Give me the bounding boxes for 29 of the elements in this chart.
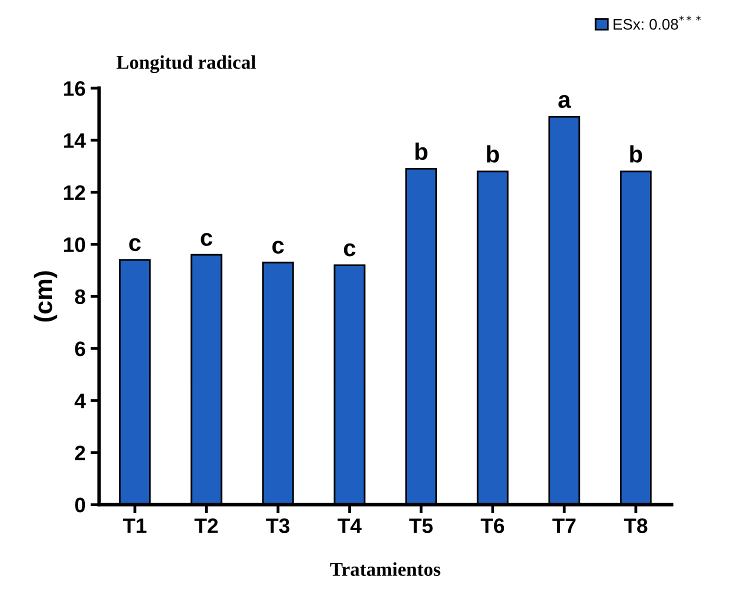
x-tick-label: T6 — [480, 518, 504, 534]
x-tick-label: T5 — [409, 518, 433, 534]
chart-title: Longitud radical — [116, 55, 256, 74]
x-tick-label: T1 — [122, 518, 146, 533]
annotation: b — [415, 142, 428, 160]
annotation: c — [272, 240, 284, 254]
y-tick-label: 0 — [75, 498, 86, 512]
y-tick-label: 10 — [64, 237, 86, 252]
y-tick-label: 12 — [64, 185, 86, 200]
annotation: b — [630, 145, 642, 163]
y-tick-label: 4 — [74, 394, 86, 408]
y-tick-label: 16 — [64, 81, 86, 96]
y-tick-label: 6 — [75, 341, 86, 356]
legend-label: ESx: 0.08$^{***}$ — [614, 16, 701, 30]
x-tick-label: T2 — [194, 518, 218, 533]
y-tick-label: 8 — [74, 289, 86, 304]
x-tick-label: T7 — [552, 518, 576, 533]
annotation: a — [558, 95, 571, 108]
annotation: c — [129, 238, 141, 252]
x-tick-label: T4 — [338, 518, 362, 533]
x-axis-title: Tratamientos — [330, 562, 440, 576]
annotation: c — [200, 232, 212, 246]
annotation: c — [344, 243, 356, 256]
y-tick-label: 2 — [75, 446, 86, 460]
x-tick-label: T3 — [266, 518, 290, 534]
x-tick-label: T8 — [624, 518, 648, 534]
y-axis-title: (cm) — [34, 271, 58, 322]
y-tick-label: 14 — [64, 133, 86, 148]
annotation: b — [487, 145, 499, 163]
